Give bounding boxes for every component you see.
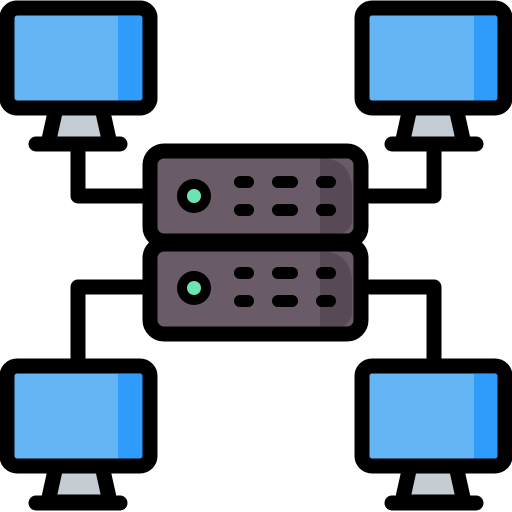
status-led (177, 271, 211, 305)
cable-bottom-right (362, 279, 442, 367)
screen-shade (474, 374, 498, 459)
monitor-screen (362, 8, 505, 108)
screen-shade (118, 16, 143, 101)
monitor-top-right (354, 0, 512, 152)
vent-slots (234, 267, 336, 307)
screen-shade (118, 374, 143, 459)
server-unit-bottom (142, 236, 369, 342)
monitor-screen (7, 366, 150, 466)
monitor-screen (362, 366, 505, 466)
cable-top-left (70, 137, 150, 204)
monitor-bottom-left (0, 358, 158, 511)
status-led (177, 179, 211, 213)
cable-top-right (362, 137, 442, 204)
server-unit-top (142, 143, 369, 249)
cable-bottom-left (70, 279, 150, 367)
screen-shade (474, 16, 498, 101)
monitor-top-left (0, 0, 158, 152)
monitor-bottom-right (354, 358, 512, 511)
vent-slots (234, 176, 336, 216)
connector-lines (70, 137, 442, 367)
